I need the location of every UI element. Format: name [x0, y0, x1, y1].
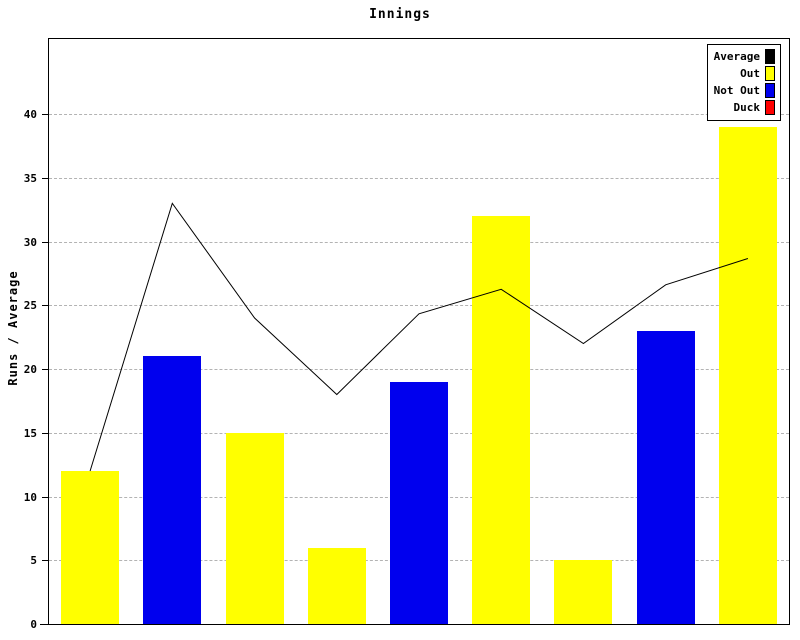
bar-innings-3-out: [225, 432, 284, 624]
average-line: [89, 202, 749, 472]
y-tick-40: [42, 114, 48, 115]
y-tick-label-10: 10: [23, 490, 37, 504]
gridline-25: [49, 305, 789, 307]
legend-item-average: Average: [714, 48, 775, 65]
plot-area: Average Out Not Out Duck: [48, 38, 790, 625]
y-tick-20: [42, 369, 48, 370]
gridline-30: [49, 241, 789, 243]
legend-item-duck: Duck: [714, 99, 775, 116]
legend-swatch-duck: [765, 100, 775, 115]
y-tick-25: [42, 305, 48, 307]
bar-innings-1-out: [61, 471, 120, 624]
gridline-40: [49, 114, 789, 115]
y-tick-label-20: 20: [23, 363, 37, 376]
y-tick-30: [42, 241, 48, 243]
legend-label: Not Out: [713, 84, 760, 97]
legend-swatch-average: [765, 49, 775, 64]
bar-innings-7-out: [554, 560, 613, 624]
bar-innings-2-not-out: [143, 356, 202, 624]
gridline-35: [49, 177, 789, 179]
legend-label: Out: [740, 67, 760, 80]
y-tick-10: [42, 496, 48, 498]
average-line-layer: [89, 202, 749, 472]
y-tick-35: [42, 177, 48, 179]
chart-title: Innings: [369, 7, 431, 22]
y-tick-label-0: 0: [30, 618, 37, 631]
y-tick-label-5: 5: [30, 554, 37, 568]
legend-label: Average: [713, 50, 760, 63]
y-tick-label-40: 40: [23, 108, 37, 121]
bar-innings-4-out: [307, 547, 366, 624]
bar-innings-9-out: [718, 126, 777, 624]
legend: Average Out Not Out Duck: [706, 44, 781, 121]
y-tick-5: [42, 560, 48, 562]
legend-item-out: Out: [714, 65, 775, 82]
y-tick-label-25: 25: [23, 299, 37, 313]
bar-innings-6-out: [472, 216, 531, 624]
y-tick-label-35: 35: [23, 171, 37, 185]
gridline-20: [49, 369, 789, 370]
y-tick-0: [40, 624, 48, 625]
y-tick-15: [42, 432, 48, 434]
y-tick-label-15: 15: [23, 426, 37, 440]
legend-swatch-not-out: [765, 83, 775, 98]
y-tick-label-30: 30: [23, 235, 37, 249]
bar-innings-5-not-out: [390, 381, 448, 624]
legend-swatch-out: [765, 66, 775, 81]
legend-item-not-out: Not Out: [714, 82, 775, 99]
bar-innings-8-not-out: [636, 330, 695, 624]
legend-label: Duck: [733, 101, 761, 114]
